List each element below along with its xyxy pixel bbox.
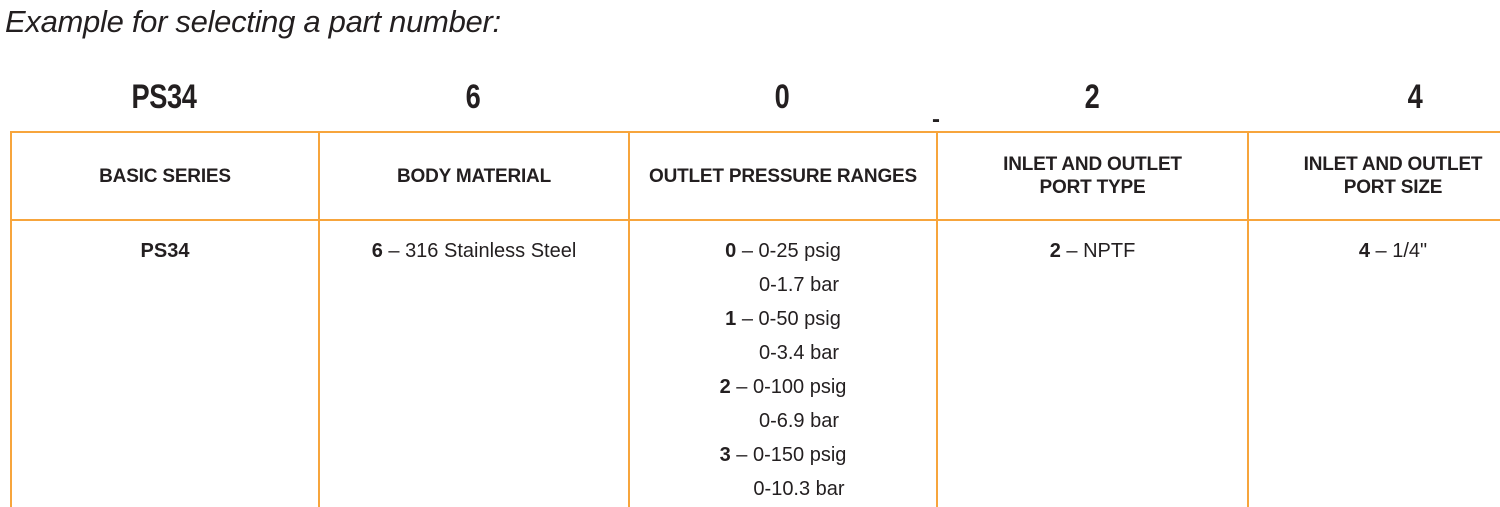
column-header-text: INLET AND OUTLET PORT SIZE bbox=[1303, 154, 1483, 198]
pressure-range-line: 3 – 0-150 psig bbox=[630, 438, 936, 472]
cell-line: 4 – 1/4" bbox=[1249, 234, 1500, 268]
part-number-selection-table: BASIC SERIES PS34 BODY MATERIAL 6 – 316 … bbox=[10, 131, 1500, 507]
pressure-range-bar-line: 0-1.7 bar bbox=[646, 268, 952, 302]
page-title: Example for selecting a part number: bbox=[5, 4, 501, 39]
column-header-text: OUTLET PRESSURE RANGES bbox=[649, 165, 917, 187]
option-text: 0-150 psig bbox=[752, 444, 847, 466]
cell-line: 2 – NPTF bbox=[938, 234, 1247, 268]
option-code: 0 bbox=[725, 240, 737, 262]
column-cell: 4 – 1/4" bbox=[1249, 221, 1500, 268]
column-outlet-pressure-ranges: OUTLET PRESSURE RANGES 0 – 0-25 psig 0-1… bbox=[628, 133, 936, 507]
part-number-segment-port-type: 2 bbox=[1084, 78, 1100, 116]
pressure-range-bar-line: 0-3.4 bar bbox=[646, 336, 952, 370]
code-separator: – bbox=[736, 240, 759, 262]
option-code: PS34 bbox=[140, 240, 190, 262]
column-inlet-outlet-port-type: INLET AND OUTLET PORT TYPE 2 – NPTF bbox=[936, 133, 1247, 507]
option-code: 1 bbox=[725, 308, 737, 330]
column-basic-series: BASIC SERIES PS34 bbox=[10, 133, 318, 507]
column-cell: PS34 bbox=[12, 221, 318, 268]
option-text: 316 Stainless Steel bbox=[405, 240, 577, 262]
option-text: 0-6.9 bar bbox=[758, 410, 840, 432]
option-text: 0-25 psig bbox=[758, 240, 841, 262]
code-separator: – bbox=[1369, 240, 1393, 262]
pressure-range-line: 1 – 0-50 psig bbox=[630, 302, 936, 336]
option-code: 6 bbox=[371, 240, 383, 262]
column-body-material: BODY MATERIAL 6 – 316 Stainless Steel bbox=[318, 133, 628, 507]
column-cell: 6 – 316 Stainless Steel bbox=[320, 221, 628, 268]
column-header: BODY MATERIAL bbox=[320, 133, 628, 221]
pressure-range-bar-line: 0-10.3 bar bbox=[646, 472, 952, 506]
code-separator: – bbox=[730, 444, 753, 466]
column-cell: 2 – NPTF bbox=[938, 221, 1247, 268]
column-header: OUTLET PRESSURE RANGES bbox=[630, 133, 936, 221]
column-cell: 0 – 0-25 psig 0-1.7 bar 1 – 0-50 psig 0-… bbox=[630, 221, 936, 506]
cell-line: 6 – 316 Stainless Steel bbox=[320, 234, 628, 268]
option-code: 3 bbox=[719, 444, 731, 466]
option-text: 0-100 psig bbox=[752, 376, 847, 398]
column-header: INLET AND OUTLET PORT SIZE bbox=[1249, 133, 1500, 221]
pressure-range-line: 2 – 0-100 psig bbox=[630, 370, 936, 404]
option-text: 0-3.4 bar bbox=[758, 342, 840, 364]
code-separator: – bbox=[382, 240, 406, 262]
column-header-text: BODY MATERIAL bbox=[397, 165, 551, 187]
option-text: 0-50 psig bbox=[758, 308, 841, 330]
pressure-range-line: 0 – 0-25 psig bbox=[630, 234, 936, 268]
option-text: 1/4" bbox=[1392, 240, 1428, 262]
code-separator: – bbox=[1060, 240, 1084, 262]
option-text: 0-1.7 bar bbox=[758, 274, 840, 296]
pressure-range-bar-line: 0-6.9 bar bbox=[646, 404, 952, 438]
column-header: INLET AND OUTLET PORT TYPE bbox=[938, 133, 1247, 221]
option-code: 2 bbox=[1049, 240, 1061, 262]
option-code: 4 bbox=[1358, 240, 1370, 262]
column-inlet-outlet-port-size: INLET AND OUTLET PORT SIZE 4 – 1/4" bbox=[1247, 133, 1500, 507]
part-number-segment-port-size: 4 bbox=[1407, 78, 1423, 116]
code-separator: – bbox=[736, 308, 759, 330]
option-code: 2 bbox=[719, 376, 731, 398]
option-text: 0-10.3 bar bbox=[753, 478, 845, 500]
option-text: NPTF bbox=[1083, 240, 1136, 262]
column-header-text: INLET AND OUTLET PORT TYPE bbox=[1003, 154, 1182, 198]
column-header-text: BASIC SERIES bbox=[99, 165, 231, 187]
part-number-dash: - bbox=[932, 106, 940, 133]
code-separator: – bbox=[730, 376, 753, 398]
cell-line: PS34 bbox=[12, 234, 318, 268]
column-header: BASIC SERIES bbox=[12, 133, 318, 221]
part-number-segment-body-material: 6 bbox=[465, 78, 481, 116]
part-number-segment-pressure-range: 0 bbox=[774, 78, 790, 116]
part-number-segment-basic-series: PS34 bbox=[131, 78, 197, 116]
